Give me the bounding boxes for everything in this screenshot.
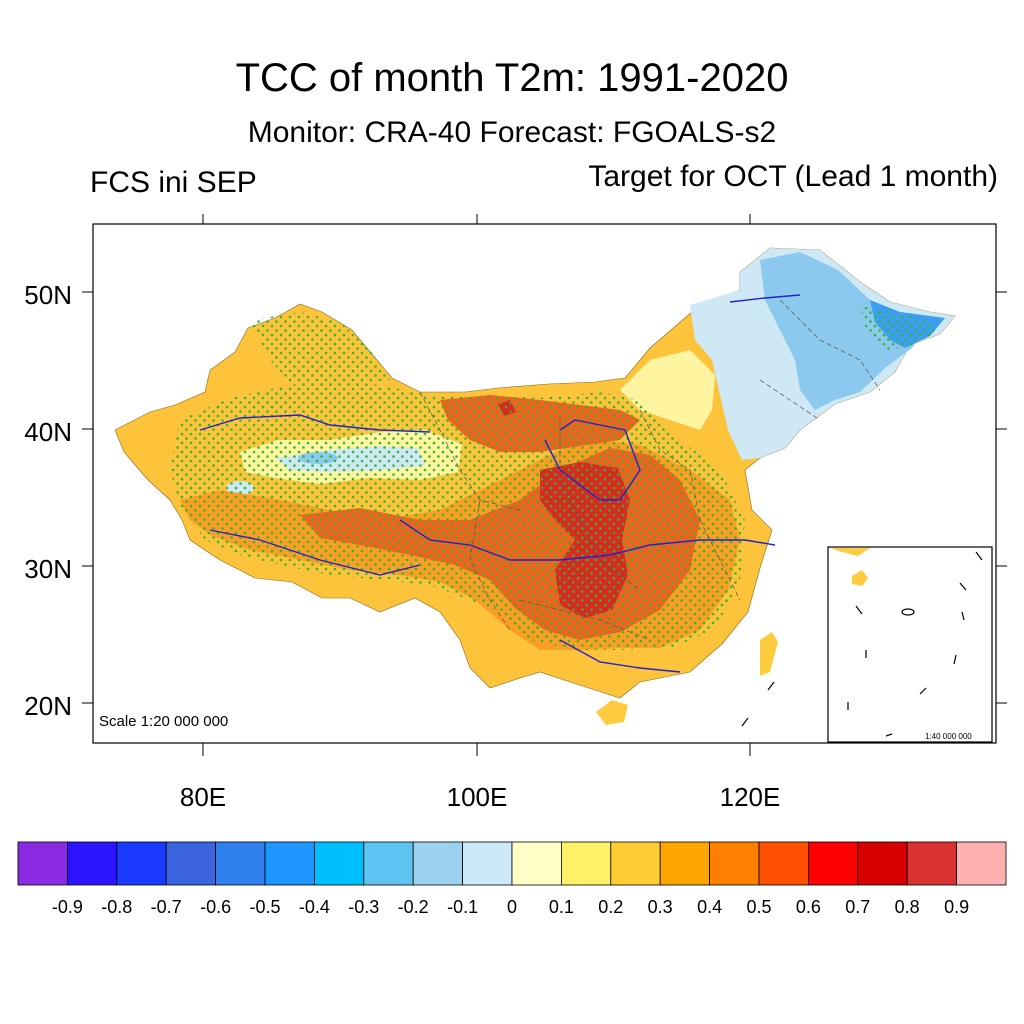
colorbar-swatch	[363, 841, 414, 886]
colorbar-swatch	[906, 841, 958, 886]
colorbar-tick-label: 0.8	[895, 897, 920, 917]
colorbar-tick-label: -0.1	[447, 897, 478, 917]
pearl-river	[559, 639, 681, 673]
colorbar-tick-label: 0.3	[648, 897, 673, 917]
colorbar-tick-label: -0.6	[200, 897, 231, 917]
colorbar-tick-label: 0.6	[796, 897, 821, 917]
tarim-river	[199, 414, 431, 433]
map-subtitle: Monitor: CRA-40 Forecast: FGOALS-s2	[247, 116, 777, 149]
colorbar-swatch	[857, 841, 908, 886]
init-month-label: FCS ini SEP	[90, 166, 257, 199]
colorbar-swatch	[561, 841, 612, 886]
yangtze-river	[399, 519, 776, 561]
hainan-island	[596, 700, 628, 725]
colorbar-tick-label: -0.5	[249, 897, 280, 917]
colorbar-tick-label: -0.2	[398, 897, 429, 917]
colorbar-tick-label: 0	[507, 897, 517, 917]
scale-label: Scale 1:20 000 000	[99, 713, 228, 730]
lat-label-40n: 40N	[24, 417, 72, 447]
colorbar-tick-label: 0.2	[598, 897, 623, 917]
lon-label-80e: 80E	[180, 782, 226, 812]
yarlung-river	[209, 529, 421, 576]
significance-stippling	[170, 380, 745, 650]
colorbar-tick-label: -0.7	[151, 897, 182, 917]
target-month-label: Target for OCT (Lead 1 month)	[588, 160, 998, 193]
inset-scale-label: 1:40 000 000	[925, 732, 972, 741]
lat-label-30n: 30N	[24, 554, 72, 584]
colorbar-tick-label: 0.5	[746, 897, 771, 917]
lon-label-120e: 120E	[720, 782, 781, 812]
lat-label-50n: 50N	[24, 280, 72, 310]
province-borders	[419, 299, 881, 641]
colorbar-swatch	[610, 841, 661, 886]
lat-ticks	[82, 291, 1007, 704]
colorbar-tick-label: 0.7	[845, 897, 870, 917]
colorbar-tick-label: -0.8	[101, 897, 132, 917]
colorbar-swatch	[215, 841, 266, 886]
colorbar-swatch	[165, 841, 216, 886]
colorbar-swatch	[17, 841, 68, 886]
colorbar-swatch	[313, 841, 365, 886]
colorbar-tick-label: -0.9	[52, 897, 83, 917]
colorbar-swatch	[264, 841, 315, 886]
colorbar-swatch	[67, 841, 118, 886]
colorbar-swatch	[659, 841, 711, 886]
south-china-sea-inset: 1:40 000 000	[827, 546, 993, 743]
colorbar-swatch	[808, 841, 859, 886]
northeast-cool-mid	[760, 252, 930, 410]
colorbar-tick-label: 0.4	[697, 897, 722, 917]
colorbar-tick-label: 0.1	[549, 897, 574, 917]
lat-label-20n: 20N	[24, 691, 72, 721]
colorbar-tick-label: -0.4	[299, 897, 330, 917]
colorbar-swatch	[462, 841, 513, 886]
colorbar-swatch	[758, 841, 809, 886]
amur-river	[729, 294, 801, 303]
colorbar-tick-labels: -0.9 -0.8 -0.7 -0.6 -0.5 -0.4 -0.3 -0.2 -0.1 0 0.1…	[52, 897, 969, 917]
east-islands	[741, 681, 775, 727]
colorbar-swatch	[116, 841, 167, 886]
yellow-river	[544, 419, 641, 501]
colorbar	[17, 841, 1007, 886]
colorbar-tick-label: -0.3	[348, 897, 379, 917]
northeast-stippling	[860, 306, 940, 350]
colorbar-swatch	[412, 841, 464, 886]
north-stippling	[250, 312, 390, 385]
colorbar-tick-label: 0.9	[944, 897, 969, 917]
map-title: TCC of month T2m: 1991-2020	[235, 56, 789, 100]
taiwan-island	[760, 632, 778, 676]
lon-label-100e: 100E	[447, 782, 508, 812]
colorbar-swatch	[709, 841, 760, 886]
colorbar-swatch	[956, 841, 1007, 886]
lon-ticks	[202, 214, 751, 756]
colorbar-swatch	[511, 841, 562, 886]
